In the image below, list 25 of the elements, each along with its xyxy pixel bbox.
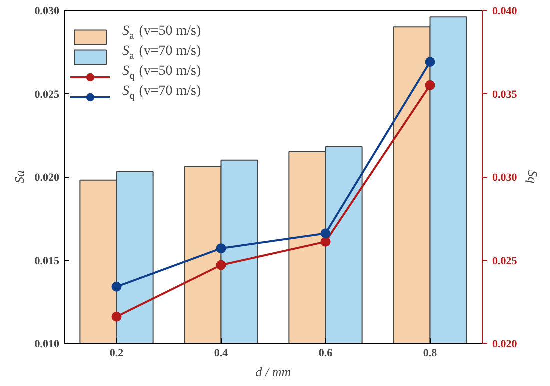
y2-tick-label: 0.025 (492, 255, 518, 268)
point (425, 80, 436, 90)
y-tick-label: 0.015 (34, 255, 60, 268)
y2-tick-label: 0.035 (492, 88, 518, 101)
point (320, 236, 331, 247)
x-tick-label: 0.8 (423, 348, 438, 360)
y2-tick-label: 0.020 (492, 338, 518, 350)
y2-tick-label: 0.030 (492, 172, 518, 184)
y2-tick-label: 0.040 (492, 6, 518, 18)
y-tick-label: 0.025 (34, 88, 60, 101)
y-tick-label: 0.020 (34, 172, 60, 184)
point (112, 282, 122, 292)
y-tick-label: 0.010 (34, 338, 60, 350)
point (425, 57, 436, 68)
x-tick-label: 0.2 (110, 348, 124, 360)
y-tick-label: 0.030 (34, 6, 60, 18)
point (320, 228, 331, 239)
x-tick-label: 0.4 (214, 348, 229, 360)
y-axis-title: Sa (12, 170, 27, 184)
point (216, 260, 226, 270)
point (112, 312, 122, 322)
point (216, 244, 226, 254)
x-tick-label: 0.6 (318, 348, 334, 360)
x-axis-title: d / mm (256, 364, 292, 380)
y2-axis-title: Sq (525, 170, 540, 184)
